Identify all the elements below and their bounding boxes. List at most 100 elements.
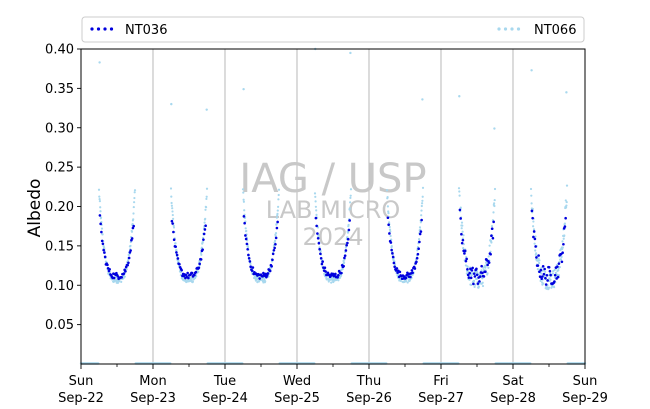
data-point xyxy=(409,275,412,279)
data-point xyxy=(191,280,194,283)
data-point xyxy=(130,237,134,240)
data-point xyxy=(346,236,349,239)
data-point xyxy=(316,226,320,229)
data-point xyxy=(175,253,179,257)
data-point xyxy=(202,232,206,236)
data-point xyxy=(193,273,196,277)
data-point xyxy=(131,226,135,230)
data-point xyxy=(100,216,103,219)
data-point xyxy=(547,286,551,289)
data-point xyxy=(343,256,346,260)
data-point xyxy=(244,234,247,237)
series-nt036 xyxy=(98,208,567,286)
data-point xyxy=(97,188,101,191)
data-point xyxy=(101,233,104,236)
data-point xyxy=(387,223,390,226)
data-point xyxy=(476,282,480,285)
data-point xyxy=(277,193,280,197)
data-point xyxy=(541,269,545,272)
data-point xyxy=(194,270,198,274)
data-point xyxy=(130,230,134,233)
data-point xyxy=(488,244,491,247)
data-point xyxy=(348,207,351,210)
data-point xyxy=(275,226,279,230)
data-point xyxy=(540,272,543,275)
data-point xyxy=(538,270,541,274)
data-point xyxy=(565,204,568,207)
data-point xyxy=(482,275,486,278)
data-point xyxy=(545,286,549,289)
data-point xyxy=(530,209,534,213)
data-point xyxy=(556,265,559,268)
data-point xyxy=(271,258,274,262)
data-point xyxy=(389,241,393,244)
data-point xyxy=(466,265,469,269)
data-point xyxy=(264,280,267,283)
data-point xyxy=(98,199,101,203)
data-point xyxy=(274,242,277,246)
watermark: IAG / USP LAB MICRO 2024 xyxy=(239,156,426,251)
data-point xyxy=(129,244,132,248)
data-point xyxy=(387,210,390,213)
data-point xyxy=(245,229,248,233)
data-point xyxy=(200,253,203,256)
data-point xyxy=(415,256,419,260)
data-point xyxy=(204,224,207,228)
data-point xyxy=(487,255,490,258)
legend: NT036 NT066 xyxy=(81,16,585,43)
data-point xyxy=(553,273,557,277)
data-point xyxy=(493,202,496,205)
data-point xyxy=(470,274,473,277)
data-point xyxy=(462,234,465,237)
x-tick-label-day: Wed xyxy=(283,374,311,389)
data-point xyxy=(320,262,324,266)
data-point xyxy=(480,264,483,268)
data-point xyxy=(120,280,123,284)
data-point xyxy=(127,261,130,265)
data-point xyxy=(390,248,393,252)
y-tick-label: 0.35 xyxy=(45,82,74,97)
data-point xyxy=(342,264,345,268)
data-point xyxy=(127,259,130,262)
data-point xyxy=(490,224,494,228)
x-tick-label-day: Thu xyxy=(356,374,381,389)
data-point xyxy=(531,207,534,211)
data-point xyxy=(389,234,392,238)
data-point xyxy=(470,283,473,287)
data-point xyxy=(415,260,418,264)
data-point xyxy=(103,246,106,249)
data-point xyxy=(493,187,497,191)
data-point xyxy=(465,255,468,259)
data-point xyxy=(416,252,420,256)
y-tick-label: 0.30 xyxy=(45,121,74,136)
data-point xyxy=(314,205,317,208)
data-point-outlier xyxy=(530,69,533,72)
data-point xyxy=(475,273,479,277)
data-point xyxy=(536,268,540,271)
data-point xyxy=(565,200,568,204)
data-point xyxy=(276,209,279,212)
data-point xyxy=(270,264,273,268)
data-point xyxy=(553,268,556,272)
data-point xyxy=(241,188,245,191)
x-tick-label-date: Sep-28 xyxy=(490,391,536,406)
data-point xyxy=(545,273,549,277)
x-tick-label-day: Tue xyxy=(213,374,236,389)
data-point xyxy=(205,197,208,201)
data-point xyxy=(131,222,134,226)
data-point xyxy=(385,189,389,192)
x-tick-label-date: Sep-26 xyxy=(346,391,392,406)
data-point xyxy=(391,252,394,255)
data-point xyxy=(180,268,183,272)
data-point xyxy=(481,281,484,284)
data-point xyxy=(537,254,540,257)
data-point xyxy=(346,231,350,234)
data-point xyxy=(530,202,533,205)
data-point xyxy=(174,242,177,245)
data-point xyxy=(324,270,327,273)
data-point xyxy=(132,212,135,215)
data-point xyxy=(102,248,105,252)
data-point xyxy=(463,252,466,255)
data-point xyxy=(532,225,535,228)
data-point xyxy=(123,275,126,278)
